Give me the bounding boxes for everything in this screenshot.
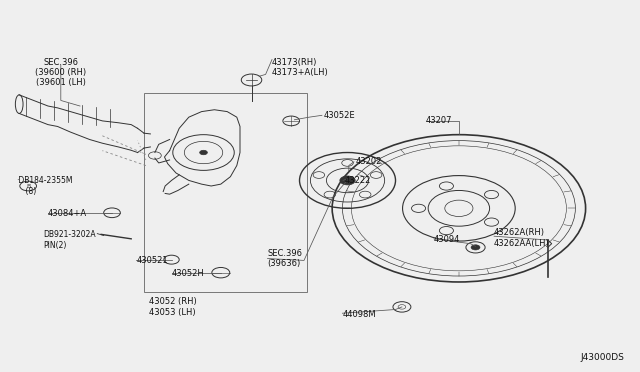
Text: 44098M: 44098M	[342, 310, 376, 319]
Text: B: B	[26, 183, 30, 189]
Text: SEC.396
(39600 (RH)
(39601 (LH): SEC.396 (39600 (RH) (39601 (LH)	[35, 58, 86, 87]
Text: 430521: 430521	[136, 256, 168, 265]
Text: 43222: 43222	[344, 176, 371, 185]
Text: DB921-3202A
PIN(2): DB921-3202A PIN(2)	[44, 230, 96, 250]
Text: SEC.396
(39636): SEC.396 (39636)	[268, 249, 303, 268]
Text: 43084+A: 43084+A	[48, 209, 87, 218]
Text: 43202: 43202	[355, 157, 381, 166]
Text: 43173(RH)
43173+A(LH): 43173(RH) 43173+A(LH)	[272, 58, 329, 77]
Text: ·DB184-2355M
    (8): ·DB184-2355M (8)	[16, 176, 72, 196]
Text: 43052H: 43052H	[172, 269, 204, 278]
Text: 43052 (RH)
43053 (LH): 43052 (RH) 43053 (LH)	[149, 297, 196, 317]
Text: J43000DS: J43000DS	[580, 353, 624, 362]
Circle shape	[200, 150, 207, 155]
Circle shape	[340, 176, 355, 185]
Circle shape	[471, 245, 480, 250]
Text: 43052E: 43052E	[323, 111, 355, 120]
Text: 43094: 43094	[434, 235, 460, 244]
Bar	[144, 93, 307, 292]
Text: 43207: 43207	[426, 116, 452, 125]
Text: 43262A(RH)
43262AA(LH): 43262A(RH) 43262AA(LH)	[494, 228, 550, 248]
